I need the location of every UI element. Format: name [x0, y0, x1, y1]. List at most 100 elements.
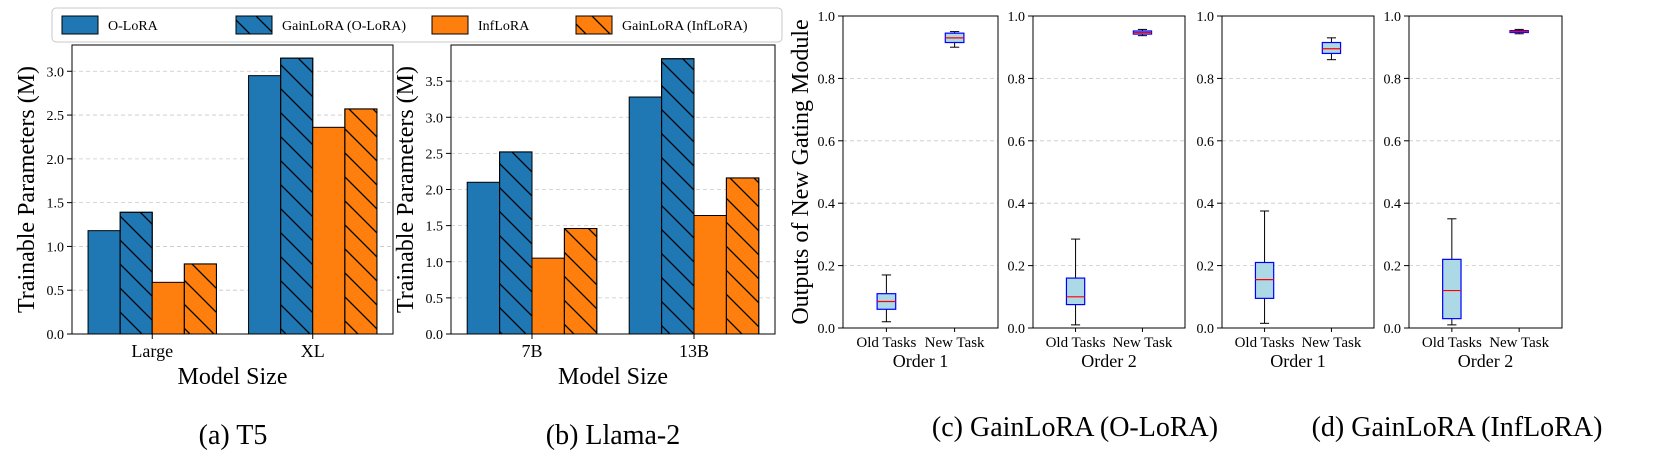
- xtick-label-a-0: Large: [131, 341, 173, 361]
- ytick-label-c1-3: 0.6: [818, 135, 836, 150]
- legend-swatch-inflora: [431, 15, 469, 35]
- bar-b-7b-s1-hatch: [499, 151, 533, 335]
- axes-frame-d1: [1221, 15, 1375, 329]
- xtick-label-c2-0: Old Tasks: [1046, 335, 1106, 351]
- ytick-label-a-2: 1.0: [47, 240, 65, 255]
- ytick-label-c1-0: 0.0: [818, 322, 836, 337]
- xtick-label-d2-0: Old Tasks: [1422, 335, 1482, 351]
- xtick-label-d1-0: Old Tasks: [1235, 335, 1295, 351]
- ytick-label-d2-1: 0.2: [1384, 260, 1402, 275]
- box-d1-1-iqr: [1321, 41, 1342, 55]
- xlabel-d1: Order 1: [1270, 351, 1325, 371]
- bar-a-xl-s1-hatch: [280, 57, 314, 335]
- xtick-label-d2-1: New Task: [1489, 335, 1549, 351]
- ytick-label-a-6: 3.0: [47, 65, 65, 80]
- ylabel-b: Trainable Parameters (M): [393, 66, 419, 313]
- ytick-label-d2-4: 0.8: [1384, 72, 1402, 87]
- ytick-label-d1-4: 0.8: [1197, 72, 1215, 87]
- xtick-label-d1-1: New Task: [1301, 335, 1361, 351]
- bar-a-xl-s0: [248, 75, 282, 335]
- legend: O-LoRA GainLoRA (O-LoRA) InfLoRA GainLoR…: [51, 7, 783, 43]
- legend-label-inflora: InfLoRA: [478, 19, 530, 34]
- charts-layer: Large XL Model Size 0.0 0.5 1.0 1.5 2.0 2.5 3.0 Tr…: [14, 10, 1563, 390]
- box-c2-0-iqr: [1065, 277, 1086, 306]
- ytick-label-b-6: 3.0: [426, 111, 444, 126]
- ytick-label-c2-1: 0.2: [1008, 260, 1026, 275]
- panel-b: 7B 13B Model Size 0.0 0.5 1.0 1.5 2.0 2.5 3.0 3.5 T…: [393, 44, 776, 390]
- ytick-label-b-3: 1.5: [426, 220, 444, 235]
- xtick-label-b-1: 13B: [679, 341, 709, 361]
- legend-item-inflora: InfLoRA: [431, 15, 530, 35]
- legend-label-gainlora-olora: GainLoRA (O-LoRA): [282, 19, 406, 34]
- ylabel-a: Trainable Parameters (M): [14, 66, 40, 313]
- ytick-label-d1-0: 0.0: [1197, 322, 1215, 337]
- bar-a-large-s1-hatch: [119, 211, 153, 335]
- box-d2-0-iqr: [1442, 258, 1462, 320]
- axes-frame-c2: [1032, 15, 1186, 329]
- legend-item-gainlora-olora: GainLoRA (O-LoRA): [235, 15, 406, 35]
- ytick-label-c2-3: 0.6: [1008, 135, 1026, 150]
- box-d1-0-iqr: [1254, 261, 1275, 299]
- legend-swatch-gainlora-olora-hatch: [236, 16, 272, 34]
- ytick-label-b-2: 1.0: [426, 256, 444, 271]
- panel-a: Large XL Model Size 0.0 0.5 1.0 1.5 2.0 2.5 3.0 Tr…: [14, 44, 394, 390]
- caption-b: (b) Llama-2: [546, 420, 681, 451]
- ytick-label-c1-1: 0.2: [818, 260, 836, 275]
- ytick-label-a-3: 1.5: [47, 197, 65, 212]
- bar-a-large-s3-hatch: [183, 263, 217, 335]
- bar-a-xl-s2: [312, 126, 346, 335]
- bar-b-7b-s0: [466, 181, 501, 335]
- xlabel-c2: Order 2: [1081, 351, 1136, 371]
- xlabel-d2: Order 2: [1458, 351, 1513, 371]
- axes-frame-c1: [842, 15, 999, 329]
- ytick-label-c1-5: 1.0: [818, 10, 836, 25]
- xtick-label-c1-0: Old Tasks: [856, 335, 916, 351]
- legend-label-gainlora-inflora: GainLoRA (InfLoRA): [622, 19, 748, 34]
- bar-b-7b-s3-hatch: [563, 228, 598, 335]
- ytick-label-d2-3: 0.6: [1384, 135, 1402, 150]
- ytick-label-b-0: 0.0: [426, 328, 444, 343]
- ytick-label-d1-5: 1.0: [1197, 10, 1215, 25]
- ytick-label-c2-5: 1.0: [1008, 10, 1026, 25]
- legend-label-olora: O-LoRA: [108, 19, 159, 34]
- xlabel-c1: Order 1: [893, 351, 948, 371]
- ylabel-c1: Outputs of New Gating Module: [788, 19, 814, 324]
- ytick-label-a-5: 2.5: [47, 109, 65, 124]
- ytick-label-c2-4: 0.8: [1008, 72, 1026, 87]
- legend-item-olora: O-LoRA: [61, 15, 159, 35]
- ytick-label-d1-2: 0.4: [1197, 197, 1215, 212]
- axes-frame-d2: [1408, 15, 1563, 329]
- bar-b-13b-s3-hatch: [725, 177, 760, 335]
- ytick-label-a-1: 0.5: [47, 284, 65, 299]
- bar-a-large-s2: [151, 281, 185, 335]
- bar-a-large-s0: [87, 230, 121, 335]
- xtick-label-c1-1: New Task: [925, 335, 985, 351]
- ytick-label-d2-5: 1.0: [1384, 10, 1402, 25]
- ytick-label-a-4: 2.0: [47, 153, 65, 168]
- bar-b-13b-s2: [693, 215, 727, 335]
- caption-c: (c) GainLoRA (O-LoRA): [932, 412, 1218, 443]
- ytick-label-d1-3: 0.6: [1197, 135, 1215, 150]
- ytick-label-d2-0: 0.0: [1384, 322, 1402, 337]
- bar-a-xl-s3-hatch: [344, 108, 378, 335]
- caption-a: (a) T5: [199, 420, 268, 451]
- axes-frame-a: [71, 44, 394, 335]
- axes-frame-b: [450, 44, 776, 335]
- xtick-label-a-1: XL: [301, 341, 325, 361]
- ytick-label-c2-2: 0.4: [1008, 197, 1026, 212]
- legend-swatch-olora: [61, 15, 99, 35]
- ytick-label-c1-4: 0.8: [818, 72, 836, 87]
- xlabel-a: Model Size: [178, 364, 288, 390]
- ytick-label-b-7: 3.5: [426, 75, 444, 90]
- ytick-label-b-1: 0.5: [426, 292, 444, 307]
- legend-item-gainlora-inflora: GainLoRA (InfLoRA): [575, 15, 748, 35]
- ytick-label-a-0: 0.0: [47, 328, 65, 343]
- ytick-label-c2-0: 0.0: [1008, 322, 1026, 337]
- ytick-label-b-4: 2.0: [426, 184, 444, 199]
- caption-d: (d) GainLoRA (InfLoRA): [1312, 412, 1603, 443]
